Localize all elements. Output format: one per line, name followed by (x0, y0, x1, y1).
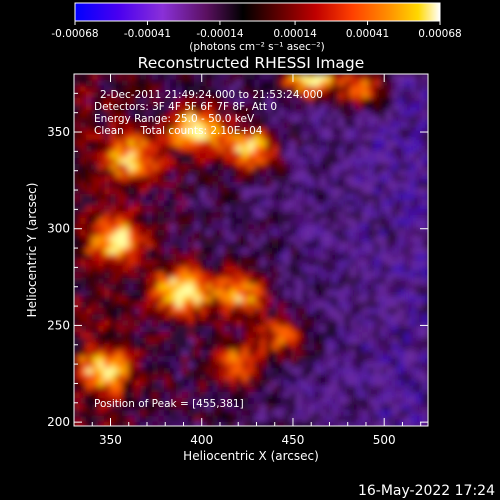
peak-position-label: Position of Peak = [455,381] (94, 398, 244, 410)
x-tick-label: 450 (282, 433, 305, 447)
x-tick-label: 400 (190, 433, 213, 447)
footer-timestamp: 16-May-2022 17:24 (358, 483, 495, 499)
heatmap (74, 74, 428, 426)
y-tick-label: 250 (47, 318, 70, 332)
x-tick-label: 350 (99, 433, 122, 447)
x-axis-label: Heliocentric X (arcsec) (183, 449, 319, 463)
annotation-clean-counts: Clean Total counts: 2.10E+04 (94, 125, 263, 137)
y-tick-label: 350 (47, 125, 70, 139)
plot-frame (73, 73, 429, 427)
colorbar (74, 2, 441, 22)
y-axis-ticks: 200 250 300 350 (47, 92, 428, 429)
colorbar-tick-label: 0.00041 (346, 28, 389, 40)
colorbar-tick-label: -0.00068 (51, 28, 98, 40)
colorbar-unit-label: (photons cm⁻² s⁻¹ asec⁻²) (189, 41, 324, 53)
y-axis-label: Heliocentric Y (arcsec) (25, 183, 39, 318)
y-tick-label: 200 (47, 415, 70, 429)
y-tick-label: 300 (47, 222, 70, 236)
colorbar-tick-label: 0.00014 (273, 28, 317, 40)
annotation-energy-range: Energy Range: 25.0 - 50.0 keV (94, 113, 255, 125)
annotation-detectors: Detectors: 3F 4F 5F 6F 7F 8F, Att 0 (94, 101, 277, 113)
colorbar-tick-label: -0.00014 (196, 28, 244, 40)
colorbar-tick-label: -0.00041 (124, 28, 171, 40)
x-axis-ticks: 350 400 450 500 (91, 74, 422, 447)
colorbar-tick-label: 0.00068 (418, 28, 461, 40)
x-tick-label: 500 (373, 433, 396, 447)
annotation-time-range: 2-Dec-2011 21:49:24.000 to 21:53:24.000 (100, 89, 323, 101)
colorbar-ticks: -0.00068 -0.00041 -0.00014 0.00014 0.00041 0.… (51, 21, 462, 40)
chart-title: Reconstructed RHESSI Image (138, 54, 365, 72)
